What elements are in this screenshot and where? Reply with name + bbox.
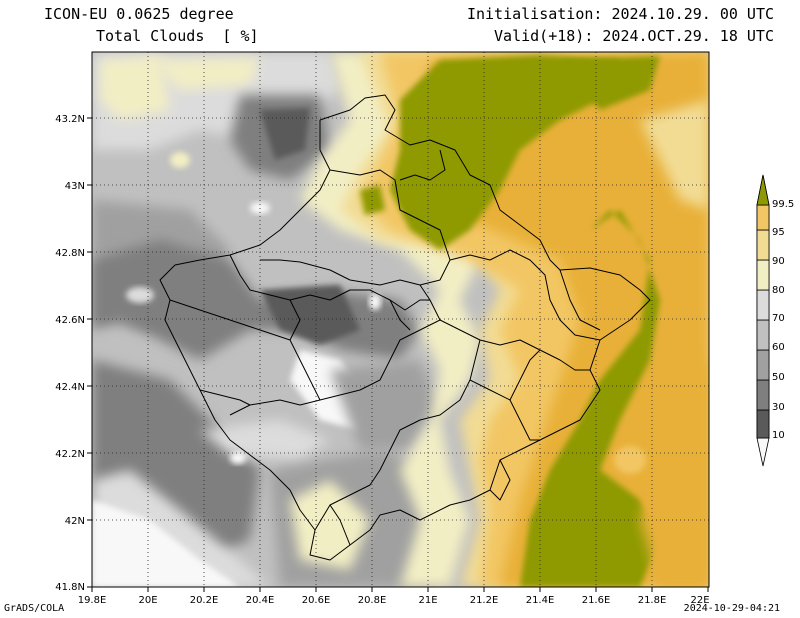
colorbar-swatch [756, 289, 770, 321]
colorbar-label: 70 [772, 313, 785, 324]
x-tick-label: 22E [690, 595, 709, 606]
x-tick-label: 21.4E [526, 595, 555, 606]
colorbar-label: 10 [772, 430, 785, 441]
y-tick-label: 42.2N [55, 449, 85, 460]
y-tick-label: 43N [65, 181, 85, 192]
y-tick-label: 42.6N [55, 315, 85, 326]
colorbar-swatch [756, 259, 770, 291]
footer-timestamp: 2024-10-29-04:21 [683, 603, 780, 614]
colorbar: 10 30 50 60 70 80 90 95 99.5 [756, 174, 794, 467]
x-tick-label: 19.8E [78, 595, 107, 606]
map-subtitle: Total Clouds [ %] [96, 27, 259, 45]
init-time: Initialisation: 2024.10.29. 00 UTC [466, 5, 774, 23]
footer-credit: GrADS/COLA [4, 603, 65, 614]
colorbar-label: 99.5 [772, 199, 794, 210]
colorbar-label: 50 [772, 372, 785, 383]
x-tick-label: 21.6E [582, 595, 611, 606]
x-tick-labels: 19.8E 20E 20.2E 20.4E 20.6E 20.8E 21E 21… [78, 595, 710, 606]
x-tick-label: 20.6E [302, 595, 331, 606]
colorbar-swatch [756, 229, 770, 261]
colorbar-label: 60 [772, 342, 785, 353]
x-tick-label: 20.4E [246, 595, 275, 606]
y-tick-label: 42N [65, 516, 85, 527]
colorbar-bottom-arrow [756, 437, 770, 467]
colorbar-label: 90 [772, 256, 785, 267]
colorbar-swatch [756, 204, 770, 231]
y-tick-label: 42.8N [55, 248, 85, 259]
map-title: ICON-EU 0.0625 degree [44, 5, 234, 23]
valid-time: Valid(+18): 2024.OCT.29. 18 UTC [494, 27, 774, 45]
x-tick-label: 21.8E [638, 595, 667, 606]
y-tick-label: 41.8N [55, 582, 85, 593]
colorbar-swatch [756, 349, 770, 381]
x-tick-label: 21E [418, 595, 437, 606]
y-tick-labels: 43.2N 43N 42.8N 42.6N 42.4N 42.2N 42N 41… [55, 114, 85, 593]
y-tick-label: 42.4N [55, 382, 85, 393]
y-tick-label: 43.2N [55, 114, 85, 125]
x-tick-label: 21.2E [470, 595, 499, 606]
colorbar-swatch [756, 409, 770, 439]
cloud-field [92, 52, 709, 587]
colorbar-label: 95 [772, 227, 785, 238]
x-tick-label: 20E [138, 595, 157, 606]
colorbar-swatch [756, 379, 770, 411]
colorbar-swatch [756, 319, 770, 351]
x-tick-label: 20.8E [358, 595, 387, 606]
colorbar-label: 30 [772, 402, 785, 413]
colorbar-label: 80 [772, 285, 785, 296]
lat-lon-grid [92, 52, 709, 587]
tick-marks [87, 117, 709, 592]
border-lines [159, 94, 651, 561]
x-tick-label: 20.2E [190, 595, 219, 606]
